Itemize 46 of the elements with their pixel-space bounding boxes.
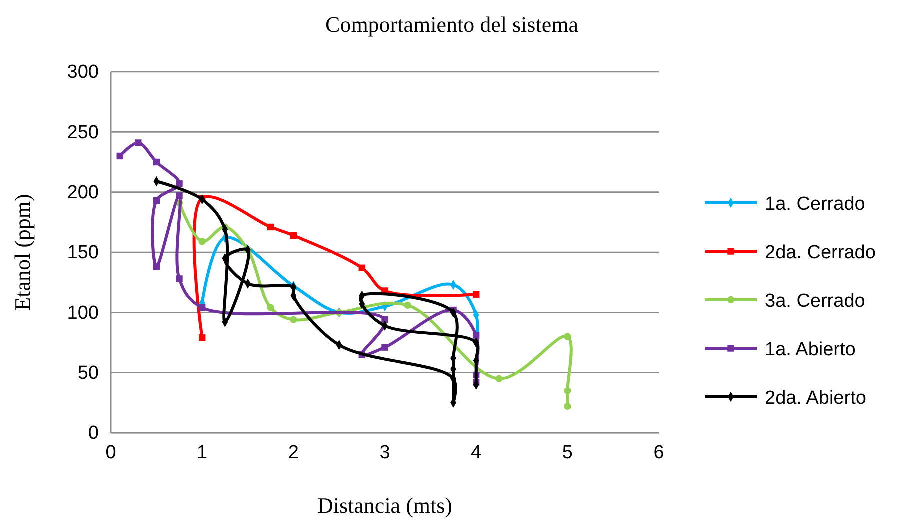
y-tick-label: 150: [67, 242, 99, 264]
legend-label: 3a. Cerrado: [765, 291, 866, 312]
point: [472, 332, 480, 339]
chart-title: Comportamiento del sistema: [326, 12, 579, 37]
point: [176, 180, 183, 188]
x-axis-title: Distancia (mts): [317, 493, 453, 518]
x-tick-label: 4: [471, 442, 482, 464]
point: [290, 316, 298, 324]
point: [564, 333, 572, 340]
point: [267, 304, 274, 312]
point: [564, 402, 572, 410]
point: [564, 387, 572, 394]
point: [382, 344, 388, 351]
point: [153, 264, 160, 270]
legend-label: 2da. Cerrado: [765, 242, 876, 264]
y-tick-label: 0: [88, 423, 99, 444]
point: [176, 276, 183, 282]
point: [472, 291, 480, 298]
point: [404, 302, 412, 310]
x-tick-label: 6: [654, 442, 664, 464]
x-tick-label: 1: [197, 442, 208, 464]
y-tick-label: 300: [67, 62, 99, 84]
point: [198, 334, 206, 342]
y-tick-label: 100: [67, 302, 99, 324]
point: [153, 158, 160, 166]
point: [198, 238, 206, 246]
y-axis-title: Etanol (ppm): [10, 194, 35, 311]
point: [496, 375, 503, 382]
point: [267, 224, 274, 231]
x-tick-label: 3: [380, 442, 390, 464]
point: [153, 197, 160, 204]
x-tick-label: 2: [288, 442, 299, 464]
point: [176, 192, 183, 200]
y-tick-label: 250: [67, 122, 99, 144]
point: [116, 152, 124, 160]
point: [135, 140, 142, 146]
point: [358, 264, 366, 272]
point: [198, 304, 206, 312]
x-tick-label: 5: [562, 442, 573, 464]
point: [290, 232, 298, 240]
y-tick-label: 50: [78, 362, 99, 384]
x-tick-label: 0: [106, 442, 116, 464]
legend-label: 2da. Abierto: [765, 388, 866, 409]
y-tick-label: 200: [67, 182, 99, 204]
legend-label: 1a. Abierto: [765, 340, 856, 360]
legend-label: 1a. Cerrado: [765, 194, 866, 215]
